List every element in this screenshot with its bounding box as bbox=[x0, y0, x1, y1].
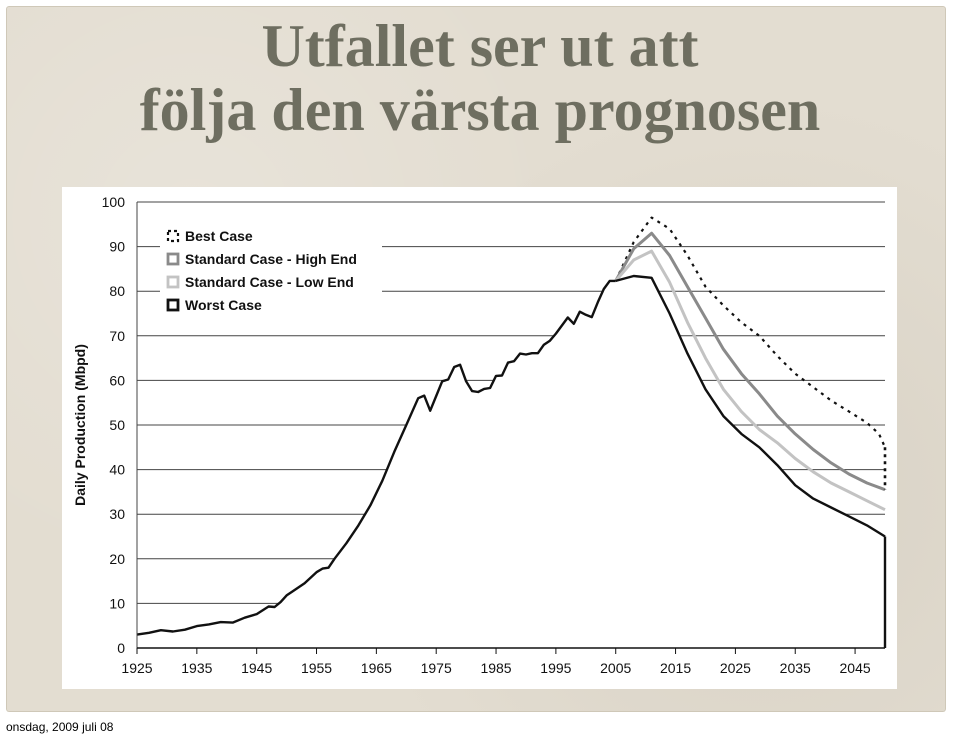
y-tick-label-60: 60 bbox=[109, 372, 125, 388]
legend-layer: Best Case Standard Case - High End Standar… bbox=[160, 222, 382, 314]
slide-title-line-1: Utfallet ser ut att bbox=[261, 13, 699, 79]
x-tick-label-1955: 1955 bbox=[301, 660, 332, 676]
legend-worst-case-swatch bbox=[166, 298, 180, 312]
y-tick-label-80: 80 bbox=[109, 283, 125, 299]
legend-standard-high-swatch bbox=[166, 252, 180, 266]
area-under-curve bbox=[137, 276, 885, 648]
production-chart: 0 10 20 30 40 50 60 70 80 90 100 1925 1935 1945 1955 19… bbox=[72, 194, 887, 676]
series-standard-high-line bbox=[614, 231, 886, 492]
x-tick-label-2045: 2045 bbox=[840, 660, 871, 676]
x-tick-label-1925: 1925 bbox=[121, 660, 152, 676]
legend-standard-low-swatch bbox=[166, 275, 180, 289]
x-tick-label-1935: 1935 bbox=[181, 660, 212, 676]
x-tick-label-2005: 2005 bbox=[600, 660, 631, 676]
legend-best-case-label: Best Case bbox=[185, 228, 253, 244]
x-tick-label-1965: 1965 bbox=[361, 660, 392, 676]
series-historical-line bbox=[136, 279, 616, 636]
x-tick-label-2025: 2025 bbox=[720, 660, 751, 676]
x-tick-label-1995: 1995 bbox=[540, 660, 571, 676]
x-tick-label-1945: 1945 bbox=[241, 660, 272, 676]
slide-title: Utfallet ser ut att följa den värsta pro… bbox=[0, 14, 960, 142]
y-tick-label-20: 20 bbox=[109, 551, 125, 567]
x-tick-label-2015: 2015 bbox=[660, 660, 691, 676]
y-tick-label-70: 70 bbox=[109, 328, 125, 344]
y-tick-label-100: 100 bbox=[102, 194, 126, 210]
legend-background bbox=[160, 222, 382, 314]
legend-worst-case-label: Worst Case bbox=[185, 297, 262, 313]
y-tick-label-10: 10 bbox=[109, 595, 125, 611]
series-layer bbox=[136, 216, 887, 648]
footer-date: onsdag, 2009 juli 08 bbox=[6, 720, 114, 734]
legend-best-case-swatch bbox=[166, 229, 180, 243]
chart-panel: 0 10 20 30 40 50 60 70 80 90 100 1925 1935 1945 1955 19… bbox=[62, 187, 897, 689]
x-tick-label-1975: 1975 bbox=[421, 660, 452, 676]
x-tick-label-2035: 2035 bbox=[780, 660, 811, 676]
y-tick-label-50: 50 bbox=[109, 417, 125, 433]
legend-standard-high-label: Standard Case - High End bbox=[185, 251, 357, 267]
y-axis-title: Daily Production (Mbpd) bbox=[72, 344, 88, 506]
axis-layer: 0 10 20 30 40 50 60 70 80 90 100 1925 1935 1945 1955 19… bbox=[72, 194, 885, 676]
y-tick-label-30: 30 bbox=[109, 506, 125, 522]
legend-standard-low-label: Standard Case - Low End bbox=[185, 274, 354, 290]
area-layer bbox=[137, 276, 885, 648]
slide-title-line-2: följa den värsta prognosen bbox=[139, 77, 821, 143]
y-tick-label-40: 40 bbox=[109, 462, 125, 478]
y-tick-label-90: 90 bbox=[109, 239, 125, 255]
series-best-case-line bbox=[614, 216, 887, 448]
y-tick-label-0: 0 bbox=[117, 640, 125, 656]
series-standard-low-line bbox=[614, 249, 886, 512]
series-worst-case-line bbox=[615, 274, 886, 538]
x-tick-label-1985: 1985 bbox=[480, 660, 511, 676]
